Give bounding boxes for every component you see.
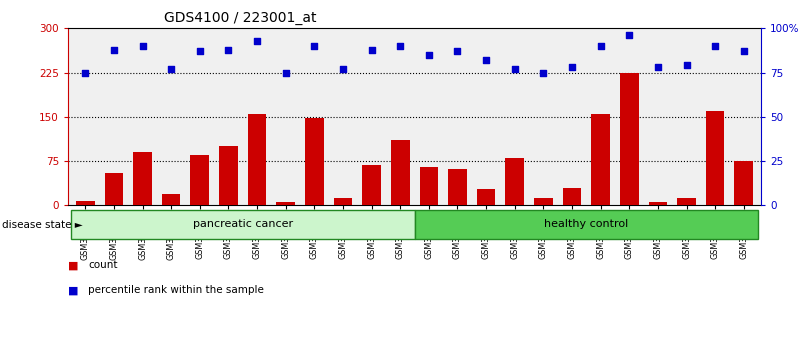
Point bbox=[107, 47, 120, 52]
Bar bbox=[562, 188, 582, 205]
Point bbox=[336, 66, 349, 72]
Bar bbox=[649, 202, 667, 205]
Bar bbox=[76, 201, 95, 205]
Text: GDS4100 / 223001_at: GDS4100 / 223001_at bbox=[164, 11, 316, 25]
Bar bbox=[162, 194, 180, 205]
Point bbox=[537, 70, 549, 75]
Text: healthy control: healthy control bbox=[544, 219, 629, 229]
Bar bbox=[420, 167, 438, 205]
Bar bbox=[620, 73, 638, 205]
Text: ■: ■ bbox=[68, 285, 78, 295]
Point bbox=[623, 33, 636, 38]
Text: pancreatic cancer: pancreatic cancer bbox=[193, 219, 293, 229]
Bar bbox=[735, 161, 753, 205]
Bar bbox=[133, 152, 152, 205]
Bar bbox=[276, 202, 295, 205]
Bar bbox=[334, 198, 352, 205]
Point bbox=[651, 64, 664, 70]
Bar bbox=[219, 146, 238, 205]
Point bbox=[480, 57, 493, 63]
Bar bbox=[477, 189, 495, 205]
Bar bbox=[391, 141, 409, 205]
Point bbox=[308, 43, 320, 49]
Text: ■: ■ bbox=[68, 261, 78, 270]
Point bbox=[136, 43, 149, 49]
Bar bbox=[677, 198, 696, 205]
Point bbox=[422, 52, 435, 58]
FancyBboxPatch shape bbox=[71, 210, 415, 239]
Text: disease state ►: disease state ► bbox=[2, 220, 83, 230]
Point bbox=[222, 47, 235, 52]
Bar bbox=[534, 198, 553, 205]
Point bbox=[78, 70, 91, 75]
Bar bbox=[105, 173, 123, 205]
Text: percentile rank within the sample: percentile rank within the sample bbox=[88, 285, 264, 295]
Bar bbox=[248, 114, 267, 205]
Point bbox=[594, 43, 607, 49]
Bar bbox=[448, 169, 467, 205]
Point bbox=[738, 48, 751, 54]
Text: count: count bbox=[88, 261, 118, 270]
Bar bbox=[305, 118, 324, 205]
Bar bbox=[505, 158, 524, 205]
Point bbox=[280, 70, 292, 75]
Point bbox=[451, 48, 464, 54]
Point bbox=[709, 43, 722, 49]
Point bbox=[193, 48, 206, 54]
Point bbox=[566, 64, 578, 70]
Bar bbox=[362, 165, 381, 205]
Point bbox=[365, 47, 378, 52]
FancyBboxPatch shape bbox=[415, 210, 758, 239]
Point bbox=[680, 63, 693, 68]
Bar bbox=[706, 111, 724, 205]
Bar bbox=[191, 155, 209, 205]
Point bbox=[251, 38, 264, 44]
Bar bbox=[591, 114, 610, 205]
Point bbox=[509, 66, 521, 72]
Point bbox=[394, 43, 407, 49]
Point bbox=[165, 66, 178, 72]
